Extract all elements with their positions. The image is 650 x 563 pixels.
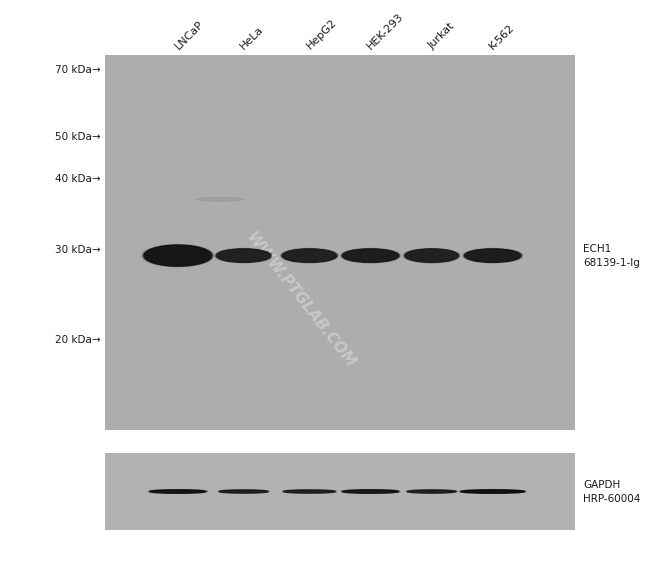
Ellipse shape (282, 490, 337, 493)
Ellipse shape (404, 248, 460, 263)
Ellipse shape (461, 490, 525, 493)
Ellipse shape (142, 244, 213, 267)
Text: ECH1
68139-1-Ig: ECH1 68139-1-Ig (583, 244, 640, 267)
Ellipse shape (150, 490, 206, 493)
Ellipse shape (148, 490, 207, 493)
Ellipse shape (216, 249, 271, 262)
Ellipse shape (197, 198, 244, 201)
Text: Jurkat: Jurkat (426, 21, 457, 51)
Text: HEK-293: HEK-293 (365, 11, 406, 51)
Text: 70 kDa→: 70 kDa→ (55, 65, 101, 75)
Text: K-562: K-562 (488, 22, 517, 51)
Ellipse shape (343, 490, 398, 493)
Ellipse shape (283, 490, 335, 493)
Text: HepG2: HepG2 (304, 17, 338, 51)
Ellipse shape (218, 490, 269, 493)
Text: HeLa: HeLa (239, 24, 266, 51)
Text: GAPDH
HRP-60004: GAPDH HRP-60004 (583, 480, 640, 503)
Text: WWW.PTGLAB.COM: WWW.PTGLAB.COM (242, 230, 358, 370)
Ellipse shape (405, 249, 458, 262)
Ellipse shape (465, 249, 521, 262)
Ellipse shape (282, 249, 337, 262)
Text: 40 kDa→: 40 kDa→ (55, 174, 101, 184)
Ellipse shape (341, 490, 400, 493)
Text: 50 kDa→: 50 kDa→ (55, 132, 101, 142)
Ellipse shape (219, 490, 268, 493)
Ellipse shape (406, 490, 458, 493)
Text: 30 kDa→: 30 kDa→ (55, 245, 101, 255)
Ellipse shape (215, 248, 272, 263)
Ellipse shape (343, 249, 398, 262)
Ellipse shape (463, 248, 523, 263)
Ellipse shape (459, 490, 526, 493)
Ellipse shape (144, 245, 212, 266)
Text: 20 kDa→: 20 kDa→ (55, 335, 101, 345)
Text: LNCaP: LNCaP (173, 19, 205, 51)
Ellipse shape (281, 248, 338, 263)
Ellipse shape (407, 490, 456, 493)
Ellipse shape (341, 248, 400, 263)
